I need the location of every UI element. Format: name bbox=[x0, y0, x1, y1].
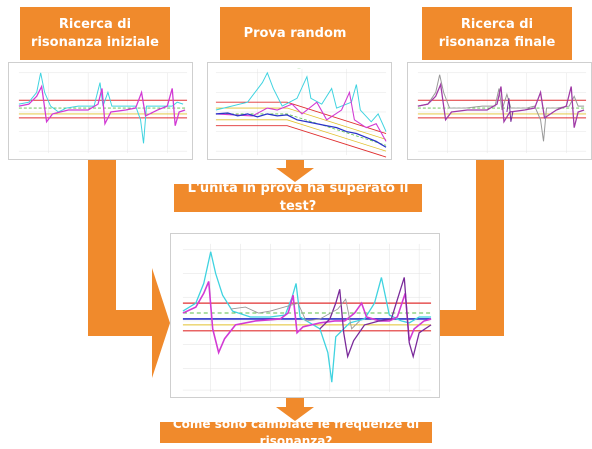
label-initial-resonance-search: Ricerca di risonanza iniziale bbox=[20, 7, 170, 60]
svg-text:—: — bbox=[298, 66, 301, 70]
arrow-comparison-down bbox=[276, 398, 314, 421]
plot-initial-resonance-search bbox=[8, 62, 193, 160]
arrow-right-to-center bbox=[422, 158, 504, 378]
plot-random-test: — bbox=[207, 62, 392, 160]
arrow-random-down bbox=[276, 158, 314, 182]
label-test-passed-question: L'unità in prova ha superato il test? bbox=[174, 181, 422, 214]
label-random-test: Prova random bbox=[220, 7, 370, 60]
plot-resonance-comparison bbox=[170, 233, 440, 398]
arrow-left-to-center bbox=[88, 158, 170, 378]
label-resonance-change-question: Come sono cambiate le frequenze di rison… bbox=[160, 417, 432, 448]
label-final-resonance-search: Ricerca di risonanza finale bbox=[422, 7, 572, 60]
plot-final-resonance-search bbox=[407, 62, 592, 160]
